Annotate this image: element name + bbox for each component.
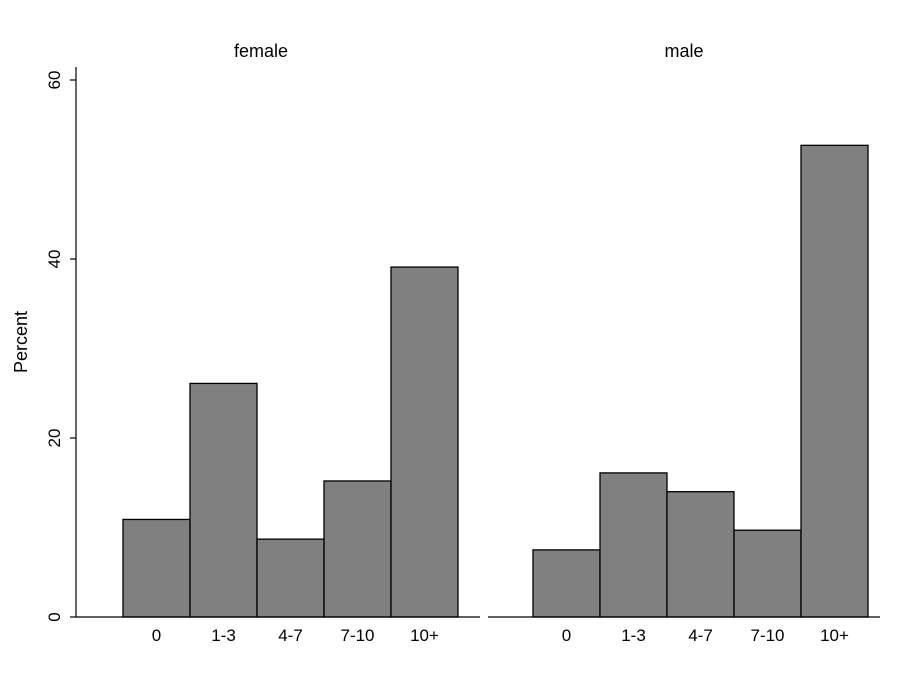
x-tick-label: 1-3: [621, 626, 646, 645]
x-tick-label: 10+: [820, 626, 849, 645]
bar-female-7-10: [323, 480, 392, 618]
x-tick-label: 0: [152, 626, 161, 645]
panel-male: male 0 1-3 4-7 7-10 10+: [488, 41, 880, 645]
y-tick-label: 60: [45, 71, 64, 90]
y-tick-label: 40: [45, 250, 64, 269]
x-tick-label: 4-7: [278, 626, 303, 645]
bar-female-0: [122, 518, 191, 618]
bar-female-10+: [390, 266, 459, 618]
panel-female: female 0 1-3 4-7 7-10 10+ 0 20 40 60: [45, 41, 480, 645]
bar-male-10+: [800, 144, 869, 618]
bar-female-1-3: [189, 382, 258, 618]
x-tick-label: 0: [562, 626, 571, 645]
y-axis-label: Percent: [11, 311, 31, 373]
x-tick-label: 7-10: [340, 626, 374, 645]
y-tick-label: 0: [45, 612, 64, 621]
bar-male-0: [532, 549, 601, 618]
x-tick-label: 10+: [410, 626, 439, 645]
y-tick-label: 20: [45, 429, 64, 448]
bar-female-4-7: [256, 538, 325, 618]
panel-title: male: [664, 41, 703, 61]
x-tick-label: 1-3: [211, 626, 236, 645]
x-tick-label: 4-7: [688, 626, 713, 645]
bar-male-7-10: [733, 529, 802, 618]
panels: female 0 1-3 4-7 7-10 10+ 0 20 40 60 male 0 1-3 4-7 7-…: [45, 41, 880, 645]
bar-male-1-3: [599, 472, 668, 618]
panel-title: female: [234, 41, 288, 61]
bar-male-4-7: [666, 491, 735, 618]
x-tick-label: 7-10: [750, 626, 784, 645]
